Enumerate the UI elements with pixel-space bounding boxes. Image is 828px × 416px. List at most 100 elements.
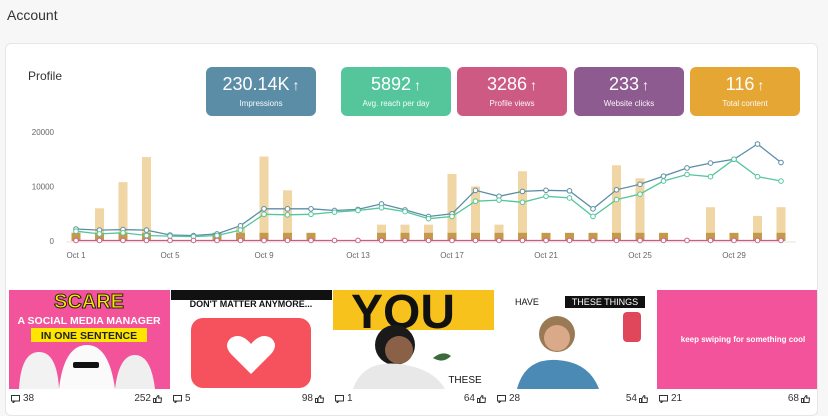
post-comments[interactable]: 21 (659, 393, 682, 404)
chart-bar-small (659, 232, 668, 241)
chart-point (73, 237, 79, 244)
chart-bar (753, 215, 762, 241)
person-illustration: YOU THESE (333, 290, 494, 389)
post-thumbnail[interactable]: keep swiping for something cool (657, 290, 817, 389)
chart-point (167, 237, 173, 244)
post-card[interactable]: keep swiping for something cool 21 68 (657, 290, 817, 415)
chart-bar-small (471, 232, 480, 241)
profile-label: Profile (28, 69, 63, 83)
post-meta: 1 64 (333, 393, 494, 407)
heart-illustration: DON'T MATTER ANYMORE... (171, 290, 332, 388)
chart-point (120, 230, 126, 236)
stat-website-clicks-label: Website clicks (603, 99, 655, 108)
chart-point (449, 213, 455, 220)
chart-point (613, 186, 620, 193)
post-likes[interactable]: 54 (626, 393, 648, 404)
chart-bar (635, 178, 645, 241)
chart-bar-small (447, 232, 457, 241)
chart-bar (706, 207, 715, 241)
post-thumbnail[interactable]: DON'T MATTER ANYMORE... (171, 290, 332, 389)
post-card[interactable]: DON'T MATTER ANYMORE... 5 98 (171, 290, 332, 415)
chart-bar-small (306, 232, 316, 241)
chart-bar (612, 165, 621, 241)
chart-point (731, 237, 737, 244)
stat-total-content[interactable]: 116 ↑ Total content (690, 67, 800, 116)
chart-bar (447, 173, 457, 241)
thumbs-up-icon (153, 394, 162, 403)
post-thumbnail[interactable]: HAVE THESE THINGS (495, 290, 656, 389)
chart-point (73, 228, 79, 234)
post-comment-count: 28 (509, 393, 521, 404)
x-tick-label: Oct 17 (440, 251, 464, 260)
post-likes[interactable]: 252 (134, 393, 162, 404)
comment-icon (659, 394, 668, 403)
post-comments[interactable]: 28 (497, 393, 520, 404)
stat-avg-reach[interactable]: 5892 ↑ Avg. reach per day (341, 67, 451, 116)
post-likes[interactable]: 68 (788, 393, 810, 404)
chart-point (378, 204, 385, 211)
selfie-illustration: HAVE THESE THINGS (515, 296, 645, 389)
chart-bar-small (776, 232, 786, 241)
post-likes[interactable]: 98 (302, 393, 324, 404)
post-comments[interactable]: 5 (173, 393, 191, 404)
chart-point (96, 231, 103, 237)
chart-point (402, 237, 408, 244)
post-thumb-text: keep swiping for something cool (681, 335, 805, 344)
post-like-count: 64 (463, 393, 475, 404)
chart-bar-small (118, 232, 128, 241)
chart-bar-small (377, 232, 386, 241)
post-comments[interactable]: 1 (335, 393, 353, 404)
post-thumb-text: IN ONE SENTENCE (41, 330, 137, 342)
stat-website-clicks[interactable]: 233 ↑ Website clicks (574, 67, 684, 116)
chart-point (519, 237, 526, 244)
chart-point (754, 237, 761, 244)
chart-point (519, 188, 526, 195)
post-likes[interactable]: 64 (464, 393, 486, 404)
thumbs-up-icon (315, 394, 324, 403)
chart-bar (776, 207, 786, 241)
post-meta: 21 68 (657, 393, 817, 407)
post-thumbnail[interactable]: SCARE A SOCIAL MEDIA MANAGER IN ONE SENT… (9, 290, 170, 389)
chart-point (308, 206, 314, 212)
chart-point (496, 197, 502, 203)
chart-point (637, 237, 643, 244)
stat-total-content-label: Total content (722, 99, 768, 108)
x-tick-label: Oct 25 (628, 251, 652, 260)
post-thumb-text: THESE THINGS (572, 297, 638, 307)
arrow-up-icon: ↑ (530, 76, 538, 93)
y-tick-label: 20000 (32, 128, 55, 137)
chart-point (707, 160, 714, 166)
chart-bar-small (494, 232, 504, 241)
chart-point (590, 206, 596, 212)
chart-point (707, 173, 714, 180)
stat-impressions[interactable]: 230.14K ↑ Impressions (206, 67, 316, 116)
post-like-count: 98 (301, 393, 313, 404)
x-tick-label: Oct 5 (160, 251, 180, 260)
post-card[interactable]: HAVE THESE THINGS 28 54 (495, 290, 656, 415)
chart-point (284, 206, 291, 212)
chart-bar-small (71, 232, 81, 241)
post-like-count: 68 (787, 393, 799, 404)
post-like-count: 54 (625, 393, 637, 404)
y-tick-label: 10000 (32, 183, 55, 192)
chart-point (425, 215, 432, 222)
chart-bar (95, 208, 104, 241)
post-card[interactable]: YOU THESE 1 64 (333, 290, 494, 415)
chart-point (472, 187, 479, 194)
chart-bar (118, 182, 128, 241)
post-comments[interactable]: 38 (11, 393, 34, 404)
thumbs-up-icon (639, 394, 648, 403)
chart-point (378, 237, 385, 244)
chart-point (284, 212, 291, 218)
chart-point (472, 237, 479, 244)
chart-point (660, 178, 667, 184)
post-card[interactable]: SCARE A SOCIAL MEDIA MANAGER IN ONE SENT… (9, 290, 170, 415)
x-tick-label: Oct 21 (534, 251, 558, 260)
chart-point (590, 213, 596, 220)
chart-point (543, 193, 549, 200)
comment-icon (11, 394, 20, 403)
chart-point (449, 237, 455, 244)
stat-profile-views[interactable]: 3286 ↑ Profile views (457, 67, 567, 116)
post-thumbnail[interactable]: YOU THESE (333, 290, 494, 389)
chart-bar (142, 157, 151, 241)
